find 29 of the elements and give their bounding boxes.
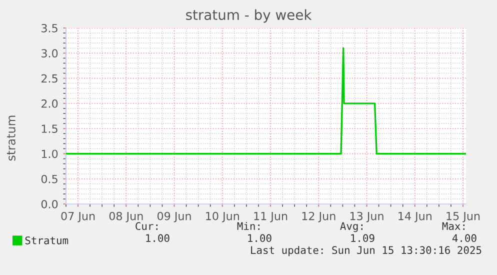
chart-title: stratum - by week bbox=[186, 9, 312, 23]
y-axis-title: stratum bbox=[6, 116, 16, 161]
x-tick-label: 15 Jun bbox=[446, 212, 480, 222]
text: 1.00 bbox=[248, 234, 272, 242]
x-tick-label: 12 Jun bbox=[302, 212, 336, 222]
x-tick-label: 09 Jun bbox=[157, 212, 191, 222]
legend-label: Stratum bbox=[25, 236, 68, 244]
x-tick-label: 07 Jun bbox=[61, 212, 95, 222]
text: Max: bbox=[442, 222, 464, 230]
text: Min: bbox=[237, 222, 260, 230]
x-tick-label: 10 Jun bbox=[206, 212, 239, 222]
y-tick-label: 1.0 bbox=[42, 150, 58, 158]
x-tick-label: 08 Jun bbox=[109, 212, 143, 222]
text: 1.00 bbox=[146, 234, 170, 242]
text: 1.09 bbox=[351, 234, 374, 242]
x-tick-label: 11 Jun bbox=[254, 212, 288, 222]
text: Cur: bbox=[136, 222, 158, 230]
y-tick-label: 2.0 bbox=[42, 99, 58, 108]
text: Avg: bbox=[340, 222, 362, 232]
y-tick-label: 0.0 bbox=[41, 200, 58, 208]
y-tick-label: 2.5 bbox=[42, 74, 58, 83]
y-tick-label: 0.5 bbox=[41, 174, 58, 184]
text: 4.00 bbox=[452, 234, 476, 242]
x-tick-label: 14 Jun bbox=[398, 212, 432, 222]
y-tick-label: 1.5 bbox=[42, 124, 58, 133]
x-tick-label: 13 Jun bbox=[350, 212, 384, 222]
y-tick-label: 3.0 bbox=[42, 49, 58, 58]
y-tick-label: 3.5 bbox=[42, 24, 58, 32]
text: Last update: Sun Jun 15 13:30:16 2025 bbox=[251, 246, 482, 256]
